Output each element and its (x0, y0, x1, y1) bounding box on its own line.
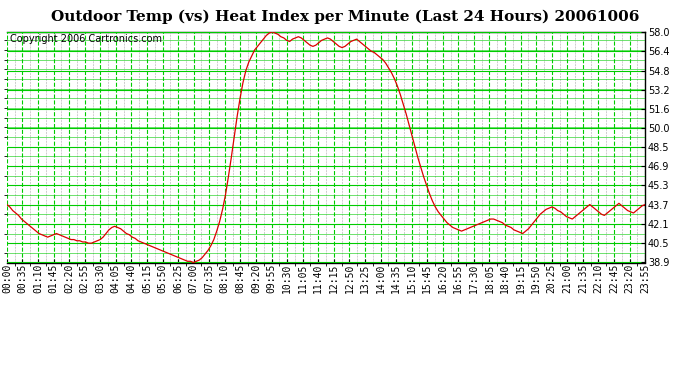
Text: Copyright 2006 Cartronics.com: Copyright 2006 Cartronics.com (10, 34, 162, 44)
Text: Outdoor Temp (vs) Heat Index per Minute (Last 24 Hours) 20061006: Outdoor Temp (vs) Heat Index per Minute … (51, 9, 639, 24)
